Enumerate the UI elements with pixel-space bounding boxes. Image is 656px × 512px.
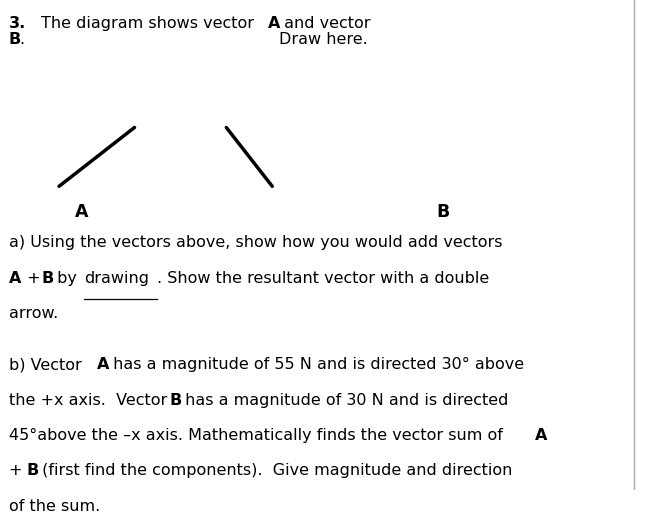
Text: b) Vector: b) Vector <box>9 357 87 372</box>
Text: B: B <box>41 271 54 286</box>
Text: B: B <box>436 203 449 222</box>
Text: +: + <box>9 463 27 478</box>
Text: . Show the resultant vector with a double: . Show the resultant vector with a doubl… <box>157 271 489 286</box>
Text: The diagram shows vector: The diagram shows vector <box>41 16 260 31</box>
Text: a) Using the vectors above, show how you would add vectors: a) Using the vectors above, show how you… <box>9 236 502 250</box>
Text: Draw here.: Draw here. <box>279 32 367 47</box>
Text: 3.: 3. <box>9 16 26 31</box>
Text: B: B <box>26 463 39 478</box>
Text: has a magnitude of 55 N and is directed 30° above: has a magnitude of 55 N and is directed … <box>108 357 524 372</box>
Text: A: A <box>75 203 89 222</box>
Text: A: A <box>97 357 110 372</box>
Text: B: B <box>169 393 182 408</box>
Text: B: B <box>9 32 21 47</box>
Text: the +x axis.  Vector: the +x axis. Vector <box>9 393 172 408</box>
Text: arrow.: arrow. <box>9 306 58 321</box>
Text: drawing: drawing <box>84 271 149 286</box>
Text: by: by <box>52 271 83 286</box>
Text: +: + <box>22 271 45 286</box>
Text: A: A <box>9 271 21 286</box>
Text: .: . <box>20 32 25 47</box>
Text: and vector: and vector <box>279 16 370 31</box>
Text: has a magnitude of 30 N and is directed: has a magnitude of 30 N and is directed <box>180 393 509 408</box>
Text: A: A <box>535 428 547 443</box>
Text: of the sum.: of the sum. <box>9 499 100 512</box>
Text: (first find the components).  Give magnitude and direction: (first find the components). Give magnit… <box>37 463 513 478</box>
Text: A: A <box>268 16 280 31</box>
Text: 45°above the –x axis. Mathematically finds the vector sum of: 45°above the –x axis. Mathematically fin… <box>9 428 508 443</box>
